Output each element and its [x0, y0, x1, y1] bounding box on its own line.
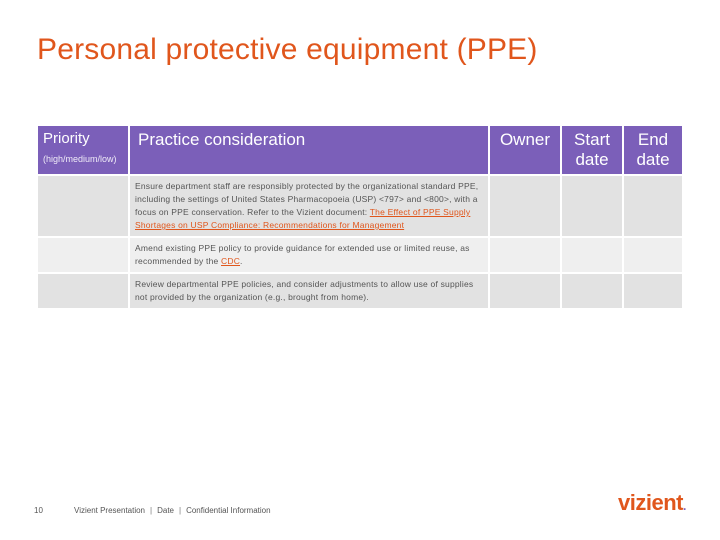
cell-end-date[interactable]	[624, 274, 682, 308]
cell-priority[interactable]	[38, 274, 128, 308]
ppe-table: Priority (high/medium/low) Practice cons…	[36, 124, 684, 310]
table-header-row: Priority (high/medium/low) Practice cons…	[38, 126, 682, 174]
cell-end-date[interactable]	[624, 238, 682, 272]
cell-owner[interactable]	[490, 176, 560, 236]
page-number: 10	[34, 506, 43, 515]
header-owner-label: Owner	[499, 130, 551, 149]
cell-owner[interactable]	[490, 238, 560, 272]
cell-practice: Amend existing PPE policy to provide gui…	[130, 238, 488, 272]
header-priority: Priority (high/medium/low)	[38, 126, 128, 174]
footer: Vizient Presentation | Date | Confidential I…	[74, 506, 271, 515]
table-row: Ensure department staff are responsibly …	[38, 176, 682, 236]
header-start-date-label: Start date	[574, 130, 610, 169]
practice-text: Review departmental PPE policies, and co…	[135, 279, 474, 302]
table-row: Amend existing PPE policy to provide gui…	[38, 238, 682, 272]
cell-priority[interactable]	[38, 176, 128, 236]
header-priority-label: Priority	[43, 130, 90, 147]
cell-start-date[interactable]	[562, 274, 622, 308]
cell-start-date[interactable]	[562, 238, 622, 272]
cdc-link[interactable]: CDC	[221, 256, 241, 266]
header-owner: Owner	[490, 126, 560, 174]
header-end-date-label: End date	[636, 130, 670, 169]
header-end-date: End date	[624, 126, 682, 174]
logo-mark: .	[682, 499, 686, 513]
header-priority-sublabel: (high/medium/low)	[43, 154, 117, 164]
header-practice: Practice consideration	[130, 126, 488, 174]
cell-practice: Ensure department staff are responsibly …	[130, 176, 488, 236]
practice-text: Ensure department staff are responsibly …	[135, 181, 479, 217]
cell-practice: Review departmental PPE policies, and co…	[130, 274, 488, 308]
cell-start-date[interactable]	[562, 176, 622, 236]
cell-priority[interactable]	[38, 238, 128, 272]
practice-text: Amend existing PPE policy to provide gui…	[135, 243, 470, 266]
footer-confidential: Confidential Information	[186, 506, 271, 515]
logo-text: vizient	[618, 490, 683, 515]
footer-presentation: Vizient Presentation	[74, 506, 146, 515]
footer-separator: |	[179, 506, 182, 515]
vizient-logo: vizient.	[618, 490, 686, 516]
cell-owner[interactable]	[490, 274, 560, 308]
practice-suffix: .	[240, 256, 243, 266]
footer-separator: |	[150, 506, 153, 515]
footer-date: Date	[157, 506, 174, 515]
table-row: Review departmental PPE policies, and co…	[38, 274, 682, 308]
slide-title: Personal protective equipment (PPE)	[37, 33, 538, 66]
vizient-document-link[interactable]: The Effect of PPE Supply Shortages on US…	[135, 207, 471, 230]
header-start-date: Start date	[562, 126, 622, 174]
cell-end-date[interactable]	[624, 176, 682, 236]
header-practice-label: Practice consideration	[138, 130, 306, 149]
